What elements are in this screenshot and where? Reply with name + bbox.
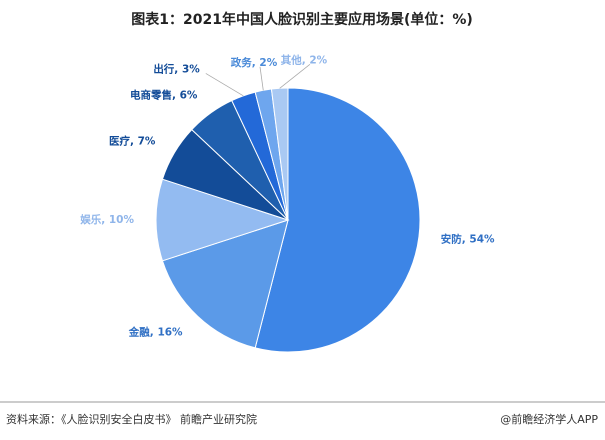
data-label: 金融, 16% — [128, 325, 183, 338]
leader-line — [259, 66, 264, 91]
credit: @前瞻经济学人APP — [500, 412, 598, 426]
data-label: 其他, 2% — [281, 53, 328, 66]
source: 资料来源：《人脸识别安全白皮书》 前瞻产业研究院 — [6, 412, 257, 426]
data-label: 娱乐, 10% — [80, 213, 134, 226]
leader-line — [279, 64, 311, 89]
pie-slice — [270, 87, 289, 221]
data-label: 安防, 54% — [441, 232, 495, 245]
data-label: 出行, 3% — [153, 62, 200, 75]
pie-slice — [155, 178, 290, 262]
pie-slice — [161, 219, 289, 349]
pie-slice — [254, 87, 421, 353]
data-label: 医疗, 7% — [109, 135, 156, 148]
leader-line — [205, 73, 244, 97]
data-label: 政务, 2% — [231, 56, 278, 69]
chart-title: 图表1：2021年中国人脸识别主要应用场景(单位：%) — [131, 11, 473, 28]
data-label: 电商零售, 6% — [130, 88, 198, 101]
